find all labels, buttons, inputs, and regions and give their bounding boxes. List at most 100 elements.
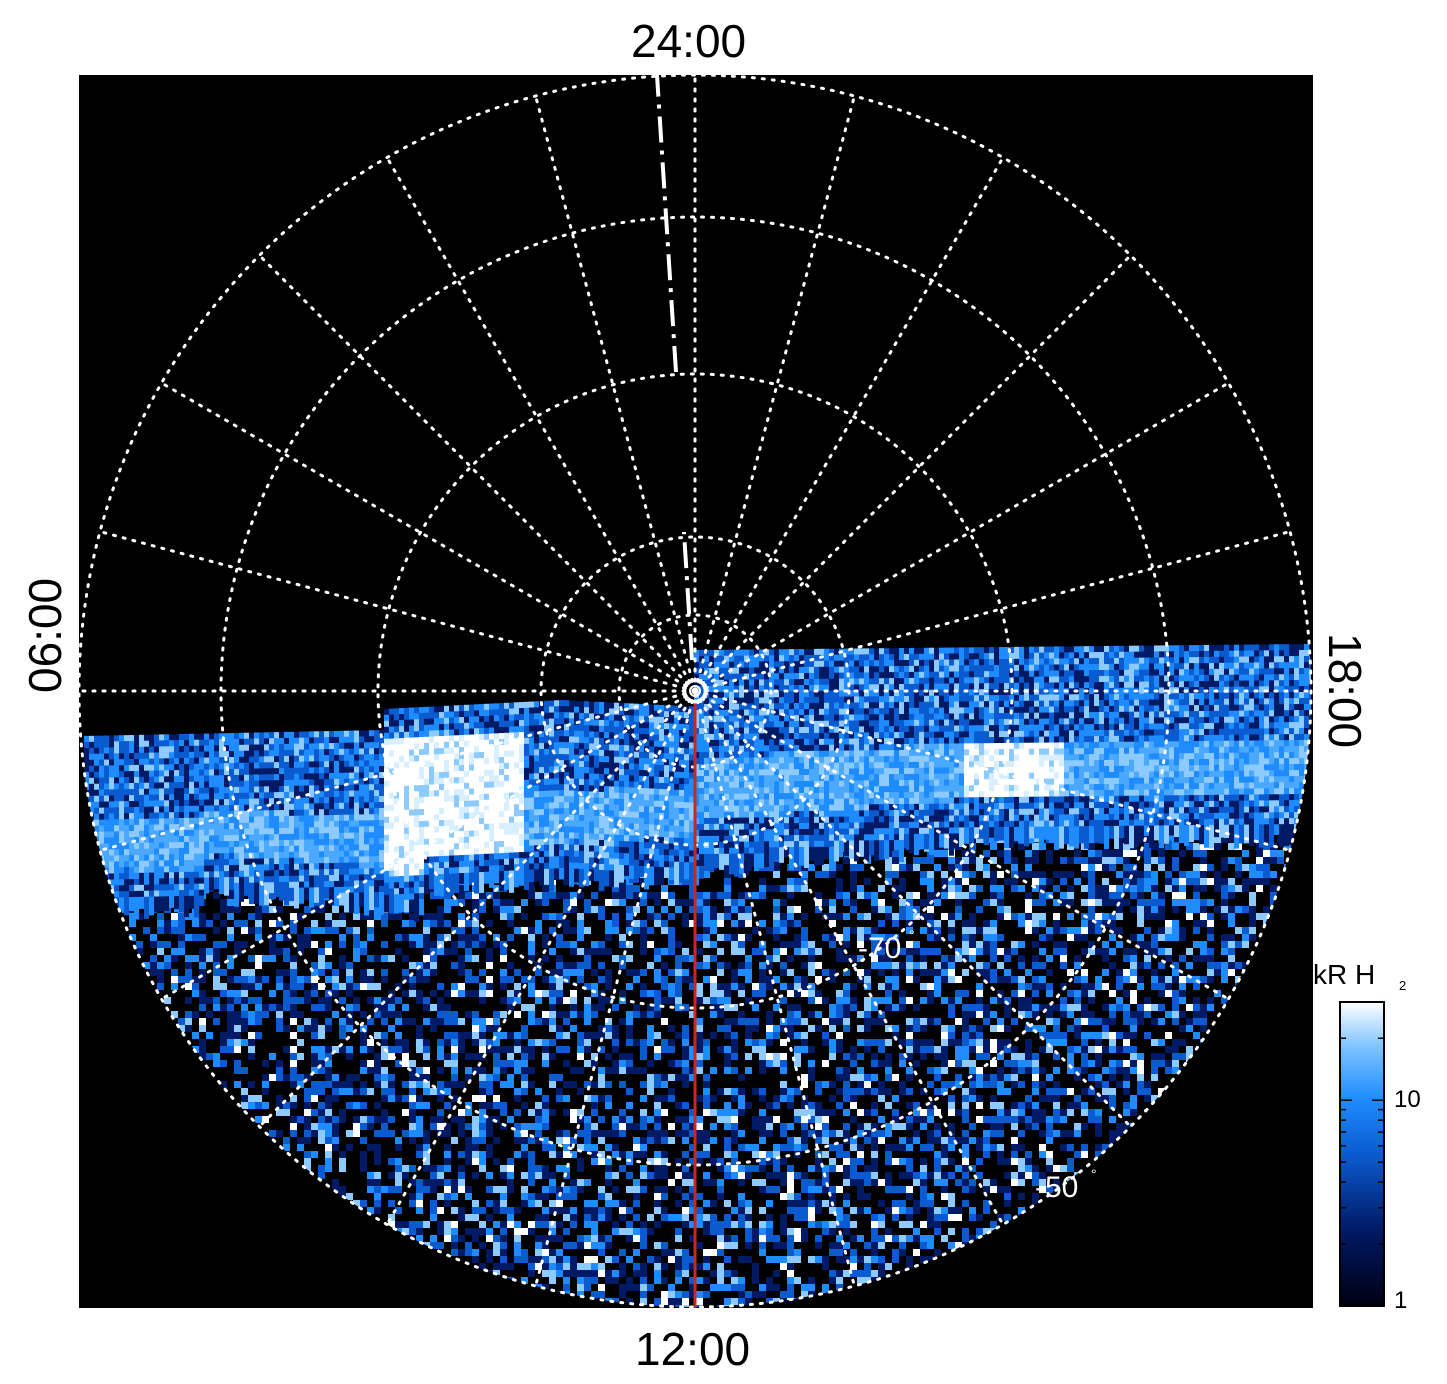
emission-pixel [1081, 969, 1088, 976]
emission-pixel [297, 997, 304, 1004]
emission-pixel [346, 1193, 353, 1200]
emission-pixel [584, 1018, 591, 1025]
emission-pixel [1032, 976, 1039, 983]
emission-pixel [1053, 1039, 1060, 1046]
emission-pixel [241, 1018, 248, 1025]
emission-pixel [577, 927, 584, 934]
emission-pixel [570, 948, 577, 955]
emission-pixel [815, 948, 822, 955]
emission-pixel [703, 864, 710, 871]
emission-pixel [850, 1046, 857, 1053]
emission-pixel [290, 1102, 297, 1109]
emission-pixel [1151, 941, 1158, 948]
emission-pixel [311, 969, 318, 976]
emission-pixel [962, 1144, 969, 1151]
emission-pixel [290, 1081, 297, 1088]
emission-pixel [892, 948, 899, 955]
emission-pixel [962, 892, 969, 899]
emission-pixel [703, 1081, 710, 1088]
emission-pixel [1011, 1137, 1018, 1144]
emission-pixel [948, 976, 955, 983]
emission-pixel [619, 1123, 626, 1130]
emission-pixel [437, 997, 444, 1004]
emission-pixel [850, 1179, 857, 1186]
emission-pixel [843, 1053, 850, 1060]
emission-pixel [549, 1025, 556, 1032]
emission-pixel [1060, 892, 1067, 899]
emission-pixel [1032, 857, 1039, 864]
emission-pixel [1186, 843, 1193, 850]
emission-pixel [920, 1158, 927, 1165]
emission-pixel [927, 1039, 934, 1046]
emission-pixel [227, 1025, 234, 1032]
emission-pixel [892, 920, 899, 927]
emission-pixel [1053, 1130, 1060, 1137]
emission-pixel [927, 1144, 934, 1151]
emission-pixel [871, 1158, 878, 1165]
emission-pixel [542, 1116, 549, 1123]
emission-pixel [402, 1095, 409, 1102]
emission-pixel [1088, 927, 1095, 934]
emission-pixel [199, 976, 206, 983]
emission-pixel [353, 948, 360, 955]
emission-pixel [633, 976, 640, 983]
emission-pixel [731, 948, 738, 955]
emission-pixel [311, 1032, 318, 1039]
emission-pixel [535, 899, 542, 906]
emission-pixel [913, 857, 920, 864]
emission-pixel [1172, 857, 1179, 864]
emission-pixel [738, 983, 745, 990]
emission-pixel [479, 1095, 486, 1102]
emission-pixel [955, 906, 962, 913]
emission-pixel [913, 1137, 920, 1144]
emission-pixel [941, 1081, 948, 1088]
emission-pixel [1067, 857, 1074, 864]
emission-pixel [199, 955, 206, 962]
emission-pixel [542, 885, 549, 892]
emission-pixel [780, 1088, 787, 1095]
emission-pixel [325, 927, 332, 934]
emission-pixel [703, 906, 710, 913]
emission-pixel [885, 1053, 892, 1060]
emission-pixel [717, 1088, 724, 1095]
emission-pixel [731, 1067, 738, 1074]
emission-pixel [1151, 892, 1158, 899]
emission-pixel [927, 969, 934, 976]
emission-pixel [906, 1102, 913, 1109]
emission-pixel [304, 1102, 311, 1109]
emission-pixel [857, 1109, 864, 1116]
emission-pixel [472, 1123, 479, 1130]
emission-pixel [927, 1200, 934, 1207]
emission-pixel [738, 899, 745, 906]
emission-pixel [661, 983, 668, 990]
emission-pixel [486, 1200, 493, 1207]
emission-pixel [1081, 990, 1088, 997]
emission-pixel [745, 1102, 752, 1109]
emission-pixel [941, 955, 948, 962]
emission-pixel [1039, 1116, 1046, 1123]
emission-pixel [584, 899, 591, 906]
emission-pixel [1200, 948, 1207, 955]
emission-pixel [1081, 1151, 1088, 1158]
emission-pixel [458, 1018, 465, 1025]
emission-pixel [815, 1116, 822, 1123]
emission-pixel [745, 1018, 752, 1025]
emission-pixel [374, 1144, 381, 1151]
emission-pixel [360, 941, 367, 948]
emission-pixel [871, 1018, 878, 1025]
emission-pixel [1172, 934, 1179, 941]
emission-pixel [332, 1081, 339, 1088]
emission-pixel [752, 1144, 759, 1151]
emission-pixel [878, 1137, 885, 1144]
emission-pixel [605, 1207, 612, 1214]
emission-pixel [311, 920, 318, 927]
emission-pixel [913, 892, 920, 899]
emission-pixel [948, 1193, 955, 1200]
emission-pixel [885, 1060, 892, 1067]
emission-pixel [836, 934, 843, 941]
emission-pixel [990, 941, 997, 948]
emission-pixel [528, 1172, 535, 1179]
emission-pixel [472, 1214, 479, 1221]
emission-pixel [990, 1095, 997, 1102]
emission-pixel [906, 1165, 913, 1172]
